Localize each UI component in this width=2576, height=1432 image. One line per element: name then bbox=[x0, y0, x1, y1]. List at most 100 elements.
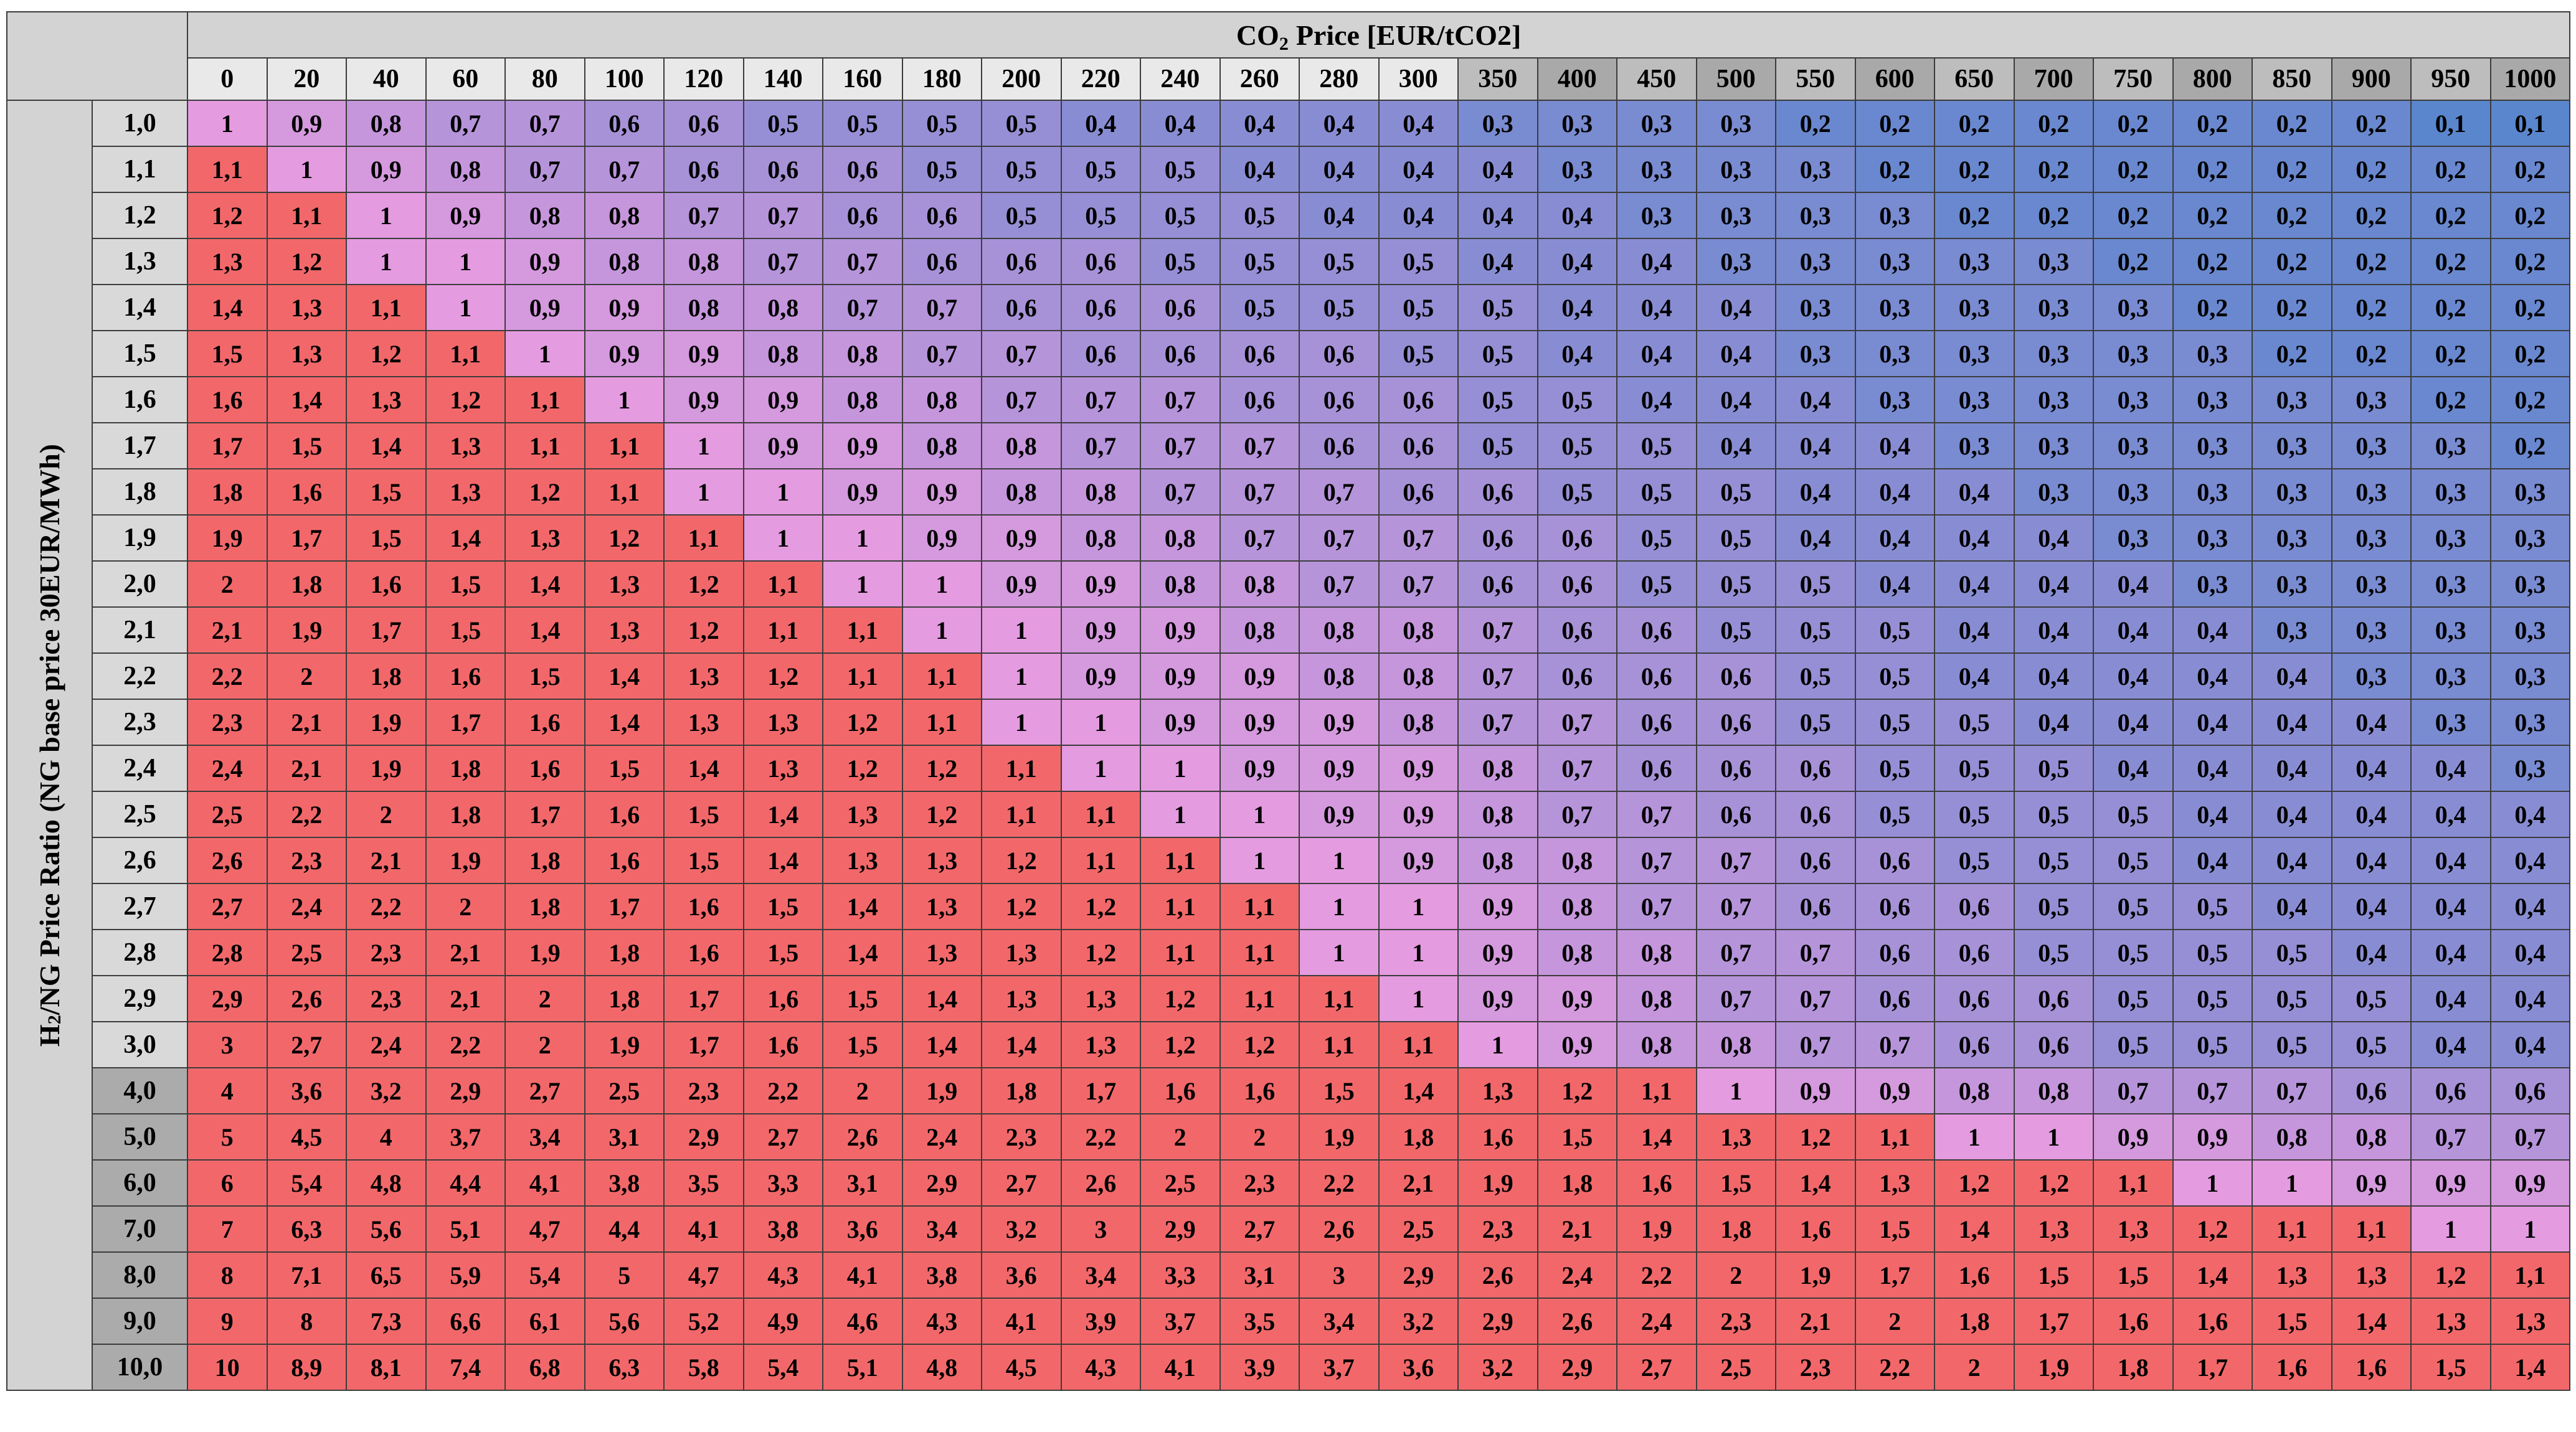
value-cell: 0,4 bbox=[2489, 791, 2571, 838]
data-row: 1,9 1,9 1,7 1,5 1,4 1,3 1,2 1,1 1 1 0,9 0,9 0,8 0,8 0,… bbox=[7, 514, 2571, 562]
value-cell: 0,8 bbox=[1219, 606, 1300, 654]
value-cell: 1 bbox=[2013, 1113, 2094, 1161]
row-header-text: H2/NG Price Ratio (NG base price 30EUR/M… bbox=[33, 444, 66, 1047]
value-cell: 1,7 bbox=[1854, 1251, 1935, 1299]
value-cell: 0,8 bbox=[742, 284, 823, 331]
value-cell: 0,4 bbox=[1854, 514, 1935, 562]
value-cell: 0,4 bbox=[1537, 284, 1617, 331]
value-cell: 1 bbox=[1140, 745, 1221, 792]
value-cell: 0,9 bbox=[504, 238, 585, 285]
value-cell: 5,4 bbox=[266, 1159, 347, 1207]
value-cell: 1,6 bbox=[504, 745, 585, 792]
value-cell: 0,4 bbox=[2410, 975, 2491, 1022]
value-cell: 1 bbox=[1378, 929, 1459, 976]
value-cell: 0,7 bbox=[663, 192, 744, 239]
value-cell: 1 bbox=[742, 468, 823, 516]
value-cell: 0,2 bbox=[2252, 146, 2332, 193]
value-cell: 0,4 bbox=[1616, 238, 1697, 285]
value-cell: 1,3 bbox=[822, 837, 903, 884]
value-cell: 0,3 bbox=[2410, 699, 2491, 746]
value-cell: 0,9 bbox=[584, 284, 665, 331]
value-cell: 1,1 bbox=[663, 514, 744, 562]
data-row: 8,0 8 7,1 6,5 5,9 5,4 5 4,7 4,3 4,1 3,8 3,6 3,4 3,3 3,… bbox=[7, 1251, 2571, 1299]
value-cell: 0,6 bbox=[1140, 330, 1221, 377]
value-cell: 0,3 bbox=[2410, 422, 2491, 469]
data-row: 2,4 2,4 2,1 1,9 1,8 1,6 1,5 1,4 1,3 1,2 1,2 1,1 1 1 0,… bbox=[7, 745, 2571, 792]
value-cell: 0,3 bbox=[2013, 330, 2094, 377]
value-cell: 3,4 bbox=[504, 1113, 585, 1161]
value-cell: 0,3 bbox=[1934, 422, 2015, 469]
data-row: 7,0 7 6,3 5,6 5,1 4,7 4,4 4,1 3,8 3,6 3,4 3,2 3 2,9 2,… bbox=[7, 1205, 2571, 1253]
value-cell: 2,7 bbox=[1219, 1205, 1300, 1253]
data-row: 1,6 1,6 1,4 1,3 1,2 1,1 1 0,9 0,9 0,8 0,8 0,7 0,7 0,7… bbox=[7, 376, 2571, 423]
value-cell: 0,9 bbox=[1140, 606, 1221, 654]
value-cell: 0,5 bbox=[2172, 1021, 2253, 1068]
value-cell: 1,6 bbox=[584, 791, 665, 838]
value-cell: 1,2 bbox=[584, 514, 665, 562]
value-cell: 1,2 bbox=[1219, 1021, 1300, 1068]
value-cell: 0,6 bbox=[1775, 745, 1856, 792]
value-cell: 1 bbox=[2489, 1205, 2571, 1253]
value-cell: 1,8 bbox=[981, 1067, 1062, 1114]
value-cell: 0,5 bbox=[2172, 883, 2253, 930]
value-cell: 2,6 bbox=[187, 837, 268, 884]
value-cell: 0,5 bbox=[981, 192, 1062, 239]
value-cell: 0,6 bbox=[1775, 791, 1856, 838]
value-cell: 0,3 bbox=[1775, 238, 1856, 285]
value-cell: 3,2 bbox=[981, 1205, 1062, 1253]
value-cell: 1,2 bbox=[822, 745, 903, 792]
value-cell: 1,8 bbox=[584, 975, 665, 1022]
value-cell: 0,9 bbox=[1219, 745, 1300, 792]
value-cell: 0,4 bbox=[2489, 1021, 2571, 1068]
value-cell: 2,1 bbox=[1537, 1205, 1617, 1253]
column-label: 300 bbox=[1378, 57, 1459, 101]
value-cell: 1 bbox=[425, 238, 506, 285]
row-label: 2,4 bbox=[92, 745, 188, 792]
value-cell: 1,1 bbox=[1140, 837, 1221, 884]
value-cell: 2,2 bbox=[266, 791, 347, 838]
value-cell: 2,2 bbox=[425, 1021, 506, 1068]
value-cell: 2,2 bbox=[1616, 1251, 1697, 1299]
value-cell: 1,6 bbox=[2331, 1344, 2412, 1391]
value-cell: 0,7 bbox=[1854, 1021, 1935, 1068]
value-cell: 4,8 bbox=[346, 1159, 427, 1207]
value-cell: 1 bbox=[1140, 791, 1221, 838]
value-cell: 2,3 bbox=[663, 1067, 744, 1114]
value-cell: 0,7 bbox=[1060, 376, 1141, 423]
column-label: 160 bbox=[822, 57, 903, 101]
value-cell: 0,4 bbox=[2252, 883, 2332, 930]
value-cell: 3,2 bbox=[1457, 1344, 1538, 1391]
value-cell: 1,4 bbox=[901, 975, 982, 1022]
value-cell: 0,6 bbox=[1140, 284, 1221, 331]
value-cell: 1,2 bbox=[1140, 975, 1221, 1022]
value-cell: 0,6 bbox=[1060, 284, 1141, 331]
value-cell: 1,1 bbox=[2489, 1251, 2571, 1299]
value-cell: 1,2 bbox=[742, 652, 823, 700]
value-cell: 1 bbox=[981, 699, 1062, 746]
data-row: 9,0 9 8 7,3 6,6 6,1 5,6 5,2 4,9 4,6 4,3 4,1 3,9 3,7 3,… bbox=[7, 1298, 2571, 1345]
value-cell: 0,3 bbox=[1934, 376, 2015, 423]
value-cell: 7 bbox=[187, 1205, 268, 1253]
value-cell: 1,3 bbox=[584, 606, 665, 654]
value-cell: 3 bbox=[1299, 1251, 1380, 1299]
value-cell: 1 bbox=[1934, 1113, 2015, 1161]
value-cell: 1,1 bbox=[822, 606, 903, 654]
value-cell: 0,4 bbox=[1934, 606, 2015, 654]
value-cell: 1,6 bbox=[2093, 1298, 2174, 1345]
value-cell: 0,4 bbox=[2489, 929, 2571, 976]
value-cell: 0,5 bbox=[1934, 791, 2015, 838]
value-cell: 0,6 bbox=[1854, 929, 1935, 976]
value-cell: 0,8 bbox=[901, 376, 982, 423]
value-cell: 5,4 bbox=[742, 1344, 823, 1391]
value-cell: 2,6 bbox=[1060, 1159, 1141, 1207]
value-cell: 0,6 bbox=[1695, 652, 1776, 700]
value-cell: 1,4 bbox=[425, 514, 506, 562]
value-cell: 1,4 bbox=[1616, 1113, 1697, 1161]
value-cell: 0,2 bbox=[2013, 192, 2094, 239]
column-label: 60 bbox=[425, 57, 506, 101]
value-cell: 0,2 bbox=[2489, 192, 2571, 239]
value-cell: 1,2 bbox=[1060, 929, 1141, 976]
value-cell: 1,3 bbox=[1060, 975, 1141, 1022]
value-cell: 1,1 bbox=[901, 699, 982, 746]
value-cell: 0,4 bbox=[1060, 100, 1141, 147]
